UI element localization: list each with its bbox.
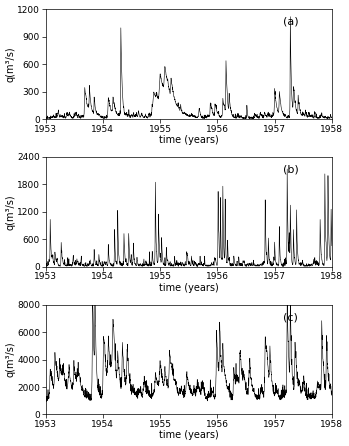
- Text: (b): (b): [283, 165, 299, 174]
- Text: (c): (c): [283, 312, 298, 322]
- X-axis label: time (years): time (years): [159, 430, 218, 441]
- Y-axis label: q(m³/s): q(m³/s): [6, 342, 16, 377]
- X-axis label: time (years): time (years): [159, 135, 218, 145]
- Y-axis label: q(m³/s): q(m³/s): [6, 46, 16, 82]
- Text: (a): (a): [283, 17, 299, 27]
- Y-axis label: q(m³/s): q(m³/s): [6, 194, 16, 230]
- X-axis label: time (years): time (years): [159, 283, 218, 293]
